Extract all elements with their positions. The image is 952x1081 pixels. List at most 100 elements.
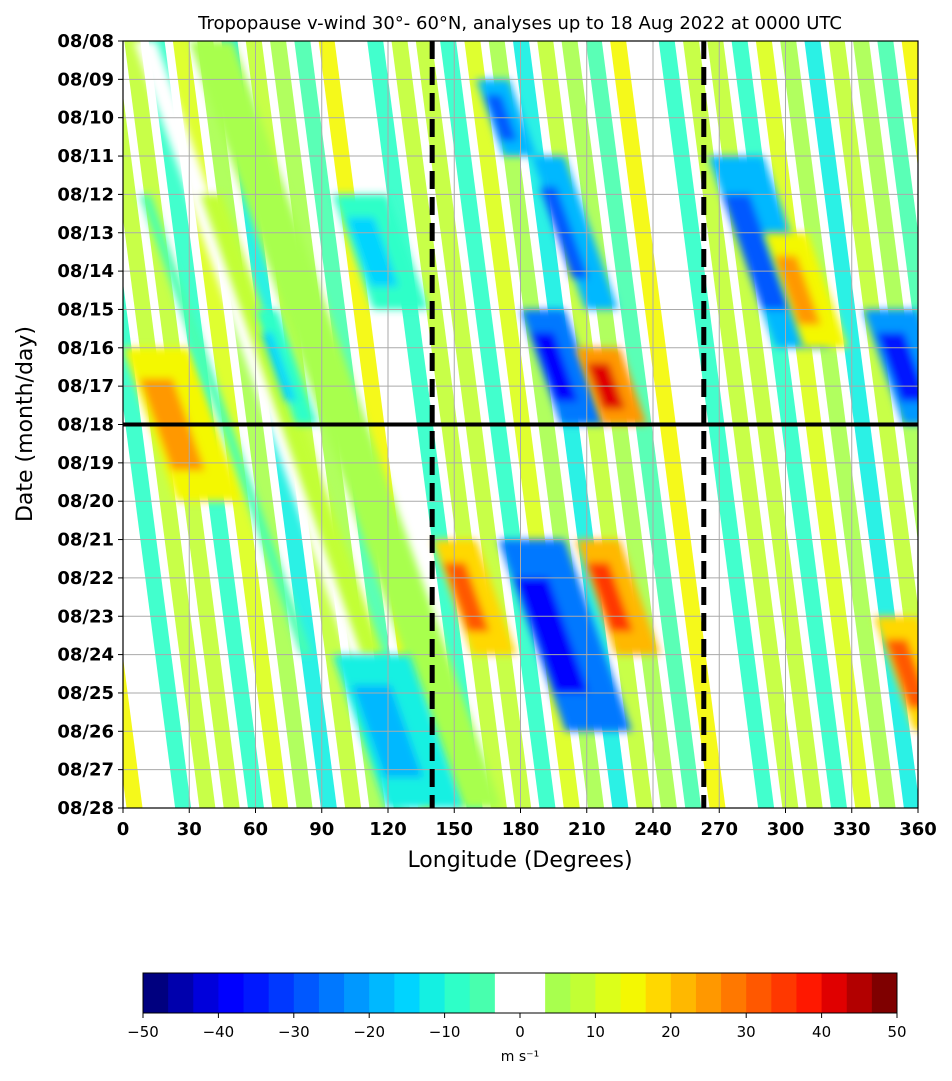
colorbar-tick-label: 40 (812, 1023, 831, 1041)
y-tick-label: 08/09 (57, 69, 114, 90)
y-tick-label: 08/27 (57, 760, 114, 781)
colorbar-tick-label: −40 (203, 1023, 235, 1041)
x-tick-label: 30 (177, 819, 202, 840)
colorbar-tick-label: 10 (586, 1023, 605, 1041)
y-tick-label: 08/10 (57, 108, 114, 129)
colorbar-segment (268, 973, 295, 1013)
colorbar-tick-label: 0 (515, 1023, 525, 1041)
wind-streak (123, 469, 167, 808)
colorbar: −50 −40 −30 −20 −10 0 10 20 30 40 50 (127, 972, 907, 1041)
wind-streak (925, 31, 952, 818)
x-tick-label: 0 (117, 819, 130, 840)
colorbar-segment (494, 973, 521, 1013)
colorbar-segment (645, 973, 672, 1013)
colorbar-segment (871, 973, 898, 1013)
wind-streak (901, 41, 918, 168)
colorbar-segment (721, 973, 747, 1013)
y-tick-label: 08/08 (57, 31, 114, 52)
x-tick-label: 240 (634, 819, 672, 840)
colorbar-tick-label: 50 (887, 1023, 906, 1041)
wind-core (862, 309, 918, 425)
x-tick-label: 360 (899, 819, 937, 840)
colorbar-segment (369, 973, 395, 1013)
colorbar-tick-label: −10 (429, 1023, 461, 1041)
wind-core-inner (722, 194, 790, 310)
colorbar-segment (318, 973, 345, 1013)
colorbar-segment (821, 973, 848, 1013)
y-tick-label: 08/12 (57, 184, 114, 205)
wind-core-inner (774, 255, 821, 325)
y-tick-label: 08/13 (57, 223, 114, 244)
colorbar-segment (394, 973, 420, 1013)
y-axis-label: Date (month/day) (13, 326, 38, 522)
y-tick-label: 08/21 (57, 530, 114, 551)
y-tick-label: 08/25 (57, 683, 114, 704)
y-tick-label: 08/17 (57, 376, 114, 397)
colorbar-tick-label: 30 (737, 1023, 756, 1041)
y-tick-label: 08/16 (57, 338, 114, 359)
x-tick-label: 330 (833, 819, 871, 840)
reference-lines (123, 41, 918, 808)
colorbar-segment (243, 973, 270, 1013)
x-tick-label: 120 (369, 819, 407, 840)
colorbar-segment (520, 973, 546, 1013)
colorbar-segment (444, 973, 471, 1013)
wind-core (498, 539, 632, 732)
colorbar-segment (620, 973, 647, 1013)
y-tick-label: 08/22 (57, 568, 114, 589)
wind-core (763, 232, 848, 348)
y-tick-label: 08/20 (57, 491, 114, 512)
colorbar-segment (419, 973, 446, 1013)
y-tick-label: 08/23 (57, 606, 114, 627)
chart-title: Tropopause v-wind 30°- 60°N, analyses up… (197, 13, 842, 34)
y-tick-label: 08/26 (57, 721, 114, 742)
y-tick-label: 08/15 (57, 299, 114, 320)
colorbar-tick-label: −30 (278, 1023, 310, 1041)
y-tick-label: 08/24 (57, 645, 114, 666)
x-tick-label: 180 (502, 819, 540, 840)
x-tick-label: 300 (767, 819, 805, 840)
colorbar-segment (143, 973, 169, 1013)
colorbar-segment (570, 973, 596, 1013)
x-tick-label: 210 (568, 819, 606, 840)
colorbar-tick-label: −20 (353, 1023, 385, 1041)
wind-core (332, 194, 429, 310)
wind-streak (877, 41, 918, 355)
y-tick-label: 08/18 (57, 415, 114, 436)
wind-core-inner (876, 332, 918, 402)
colorbar-segment (344, 973, 370, 1013)
wind-core-inner (586, 562, 633, 632)
colorbar-segment (218, 973, 245, 1013)
y-tick-label: 08/11 (57, 146, 114, 167)
wind-core (255, 309, 318, 425)
colorbar-segment (545, 973, 571, 1013)
colorbar-segment (771, 973, 797, 1013)
x-axis-label: Longitude (Degrees) (407, 848, 632, 873)
wind-core-inner (346, 217, 399, 287)
colorbar-segment (293, 973, 320, 1013)
plot-area (123, 31, 952, 818)
wind-core-inner (514, 577, 589, 693)
grid (123, 41, 918, 808)
colorbar-segment (469, 973, 496, 1013)
colorbar-segment (670, 973, 697, 1013)
x-tick-label: 270 (700, 819, 738, 840)
colorbar-segment (695, 973, 722, 1013)
colorbar-tick-label: 20 (661, 1023, 680, 1041)
colorbar-segment (846, 973, 873, 1013)
colorbar-segment (595, 973, 622, 1013)
wind-core-inner (531, 332, 578, 402)
colorbar-tick-label: −50 (127, 1023, 159, 1041)
x-tick-label: 60 (243, 819, 268, 840)
wind-core (873, 616, 918, 732)
x-tick-label: 90 (309, 819, 334, 840)
colorbar-label: m s⁻¹ (501, 1049, 539, 1065)
wind-core (520, 309, 605, 425)
y-tick-label: 08/14 (57, 261, 114, 282)
wind-streak (123, 657, 143, 808)
wind-core-inner (443, 562, 490, 632)
wind-core-inner (261, 332, 297, 402)
wind-core (575, 539, 661, 655)
y-axis-ticks: 08/08 08/09 08/10 08/11 08/12 08/13 08/14 08/15… (57, 31, 123, 819)
